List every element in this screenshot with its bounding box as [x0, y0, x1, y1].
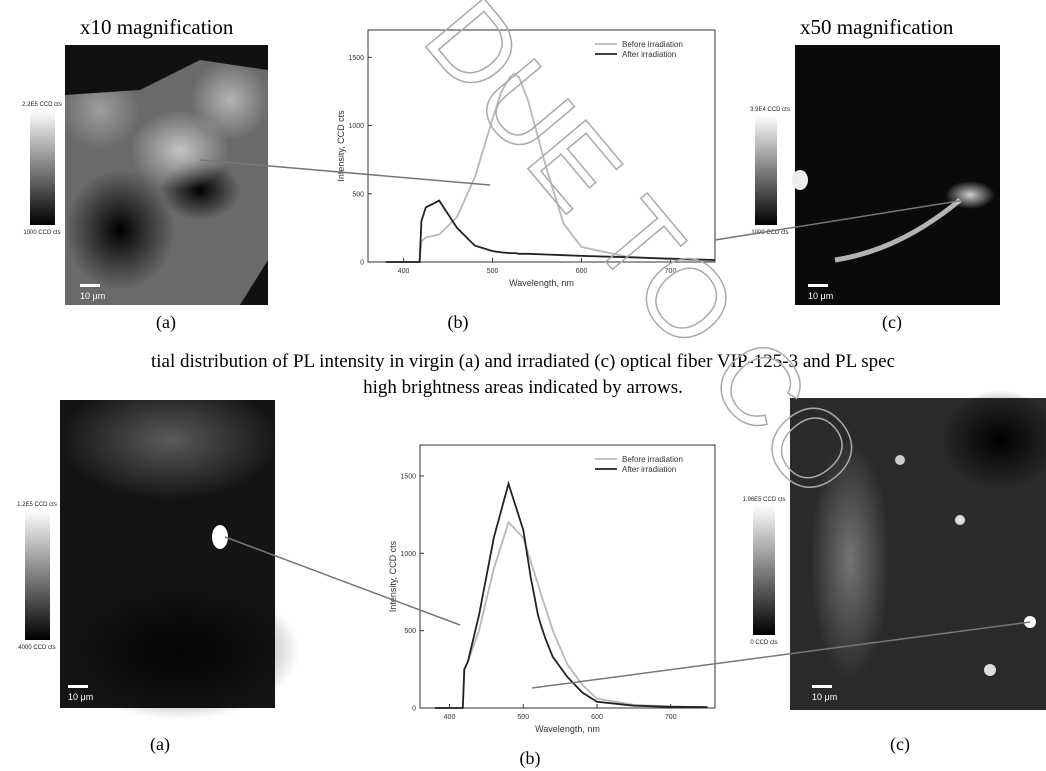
scale-label: 10 μm	[80, 291, 105, 301]
y-tick-label: 500	[352, 191, 364, 198]
spectrum-line	[385, 199, 716, 263]
scale-bar	[808, 284, 828, 287]
legend-label: Before irradiation	[622, 455, 683, 464]
plot-frame	[419, 444, 716, 709]
scale-bar	[812, 685, 832, 688]
x-tick-label: 600	[591, 714, 603, 721]
y-tick-label: 1500	[400, 473, 416, 480]
legend-label: After irradiation	[622, 465, 676, 474]
caption-line: high brightness areas indicated by arrow…	[363, 377, 683, 398]
panel-label: (b)	[448, 312, 469, 333]
colorbar-max: 2.2E5 CCD cts	[22, 102, 62, 108]
y-axis-label: Intensity, CCD cts	[388, 540, 398, 612]
arrows	[199, 159, 1031, 689]
panel-label: (a)	[156, 312, 176, 333]
scale-label: 10 μm	[808, 291, 833, 301]
caption-line: tial distribution of PL intensity in vir…	[151, 351, 895, 372]
colorbar-min: 1000 CCD cts	[751, 230, 788, 236]
x-tick-label: 500	[487, 268, 499, 275]
x-tick-label: 400	[444, 714, 456, 721]
colorbar-min: 4000 CCD cts	[18, 645, 55, 651]
x-tick-label: 700	[665, 268, 677, 275]
colorbar	[30, 110, 55, 225]
scale-label: 10 μm	[68, 692, 93, 702]
x-axis-label: Wavelength, nm	[509, 278, 574, 288]
spectrum-chart: 400 500 600 700 0 500 1000 1500 Wavelength, nm In…	[388, 444, 716, 734]
legend-label: Before irradiation	[622, 40, 683, 49]
colorbar-max: 3.9E4 CCD cts	[750, 107, 790, 113]
x-tick-label: 600	[576, 268, 588, 275]
colorbar-min: 0 CCD cts	[750, 640, 777, 646]
panel-label: (c)	[882, 312, 902, 333]
x-tick-label: 400	[398, 268, 410, 275]
spectrum-line	[434, 480, 708, 709]
colorbar	[755, 115, 777, 225]
y-tick-label: 500	[404, 628, 416, 635]
panel-label: (a)	[150, 734, 170, 755]
scale-bar	[80, 284, 100, 287]
y-tick-label: 1000	[400, 551, 416, 558]
panel-label: (c)	[890, 734, 910, 755]
colorbar-min: 1000 CCD cts	[23, 230, 60, 236]
y-tick-label: 0	[412, 706, 416, 713]
colorbar	[753, 505, 775, 635]
spectrum-line	[385, 72, 716, 263]
scale-label: 10 μm	[812, 692, 837, 702]
legend-label: After irradiation	[622, 50, 676, 59]
micrograph-bottom-a	[60, 380, 300, 720]
colorbar	[25, 510, 50, 640]
plot-frame	[367, 29, 716, 263]
panel-label: (b)	[520, 748, 541, 769]
x-tick-label: 500	[517, 714, 529, 721]
micrograph-top-a	[60, 45, 270, 305]
scale-bar	[68, 685, 88, 688]
spectrum-chart: 400 500 600 700 0 500 1000 1500 Wavelength, nm In…	[336, 29, 716, 288]
y-axis-label: Intensity, CCD cts	[336, 110, 346, 182]
colorbar-max: 1.96E5 CCD cts	[742, 497, 785, 503]
x-axis-label: Wavelength, nm	[535, 724, 600, 734]
magnification-label: x50 magnification	[800, 15, 954, 39]
micrograph-top-c	[792, 45, 1000, 305]
y-tick-label: 1500	[348, 55, 364, 62]
magnification-label: x10 magnification	[80, 15, 234, 39]
colorbar-max: 1.2E5 CCD cts	[17, 502, 57, 508]
micrograph-bottom-c	[790, 390, 1046, 710]
y-tick-label: 1000	[348, 123, 364, 130]
x-tick-label: 700	[665, 714, 677, 721]
y-tick-label: 0	[360, 260, 364, 267]
